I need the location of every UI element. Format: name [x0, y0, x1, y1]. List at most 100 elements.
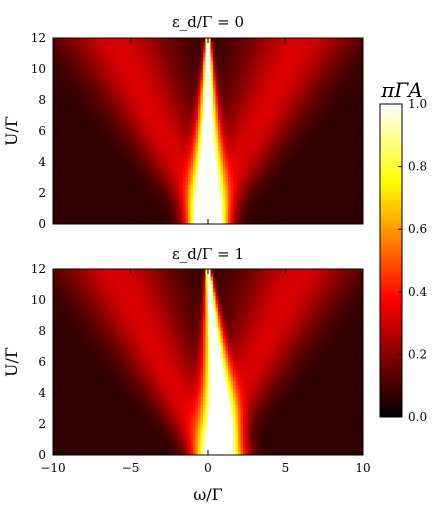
heat-cell: [200, 196, 204, 202]
heat-cell: [290, 193, 294, 198]
heat-cell: [183, 162, 186, 167]
heat-cell: [153, 154, 156, 159]
heat-cell: [168, 169, 171, 175]
heat-cell: [268, 154, 271, 159]
heat-cell: [253, 61, 256, 66]
heat-cell: [223, 208, 226, 213]
heat-cell: [180, 146, 184, 151]
heat-cell: [138, 146, 141, 151]
heat-cell: [143, 38, 146, 43]
heat-cell: [235, 123, 239, 128]
heat-cell: [85, 185, 89, 190]
heat-cell: [130, 189, 134, 194]
heat-cell: [120, 162, 124, 167]
heat-cell: [310, 162, 314, 167]
heat-cell: [190, 123, 194, 128]
heat-cell: [63, 72, 66, 78]
heat-cell: [60, 127, 64, 132]
heat-cell: [168, 41, 171, 47]
heat-cell: [245, 193, 249, 198]
heat-cell: [253, 103, 256, 109]
heat-cell: [68, 200, 71, 206]
heat-cell: [103, 57, 106, 62]
heat-cell: [200, 200, 204, 206]
heat-cell: [238, 216, 241, 221]
heat-cell: [118, 119, 121, 124]
heat-cell: [93, 185, 96, 190]
heat-cell: [55, 154, 59, 159]
heat-cell: [165, 45, 169, 51]
heat-cell: [173, 185, 176, 190]
heat-cell: [298, 204, 301, 209]
heat-cell: [258, 208, 261, 213]
heat-cell: [58, 53, 61, 58]
heat-cell: [120, 193, 124, 198]
heat-cell: [145, 69, 149, 74]
heat-cell: [100, 61, 104, 66]
heat-cell: [310, 53, 314, 58]
heat-cell: [195, 146, 199, 151]
heat-cell: [98, 119, 101, 124]
heat-cell: [120, 185, 124, 190]
heat-cell: [148, 103, 151, 109]
heat-cell: [275, 88, 279, 93]
heat-cell: [175, 173, 179, 178]
heat-cell: [200, 61, 204, 66]
heat-cell: [90, 134, 94, 140]
heat-cell: [303, 200, 306, 206]
heat-cell: [100, 208, 104, 213]
heat-cell: [130, 134, 134, 140]
heat-cell: [285, 69, 289, 74]
heat-cell: [105, 204, 109, 209]
heat-cell: [288, 208, 291, 213]
heat-cell: [298, 165, 301, 171]
heat-cell: [215, 107, 219, 113]
heat-cell: [238, 185, 241, 190]
heat-cell: [133, 177, 136, 182]
heat-cell: [115, 208, 119, 213]
heat-cell: [200, 131, 204, 136]
heat-cell: [275, 158, 279, 163]
heat-cell: [205, 41, 209, 47]
heat-cell: [145, 193, 149, 198]
heat-cell: [108, 127, 111, 132]
heat-cell: [155, 196, 159, 202]
heat-cell: [215, 154, 219, 159]
heat-cell: [58, 165, 61, 171]
heat-cell: [140, 162, 144, 167]
heat-cell: [105, 177, 109, 182]
heat-cell: [85, 169, 89, 175]
heat-cell: [208, 177, 211, 182]
heat-cell: [205, 185, 209, 190]
heat-cell: [190, 181, 194, 186]
heat-cell: [63, 111, 66, 116]
heat-cell: [273, 173, 276, 178]
heat-cell: [143, 123, 146, 128]
heat-cell: [293, 69, 296, 74]
heat-cell: [288, 57, 291, 62]
heat-cell: [238, 208, 241, 213]
heat-cell: [85, 212, 89, 217]
heat-cell: [228, 92, 231, 97]
heat-cell: [80, 173, 84, 178]
heat-cell: [173, 123, 176, 128]
heat-cell: [100, 185, 104, 190]
heat-cell: [180, 216, 184, 221]
heat-cell: [298, 38, 301, 43]
heat-cell: [185, 162, 189, 167]
heat-cell: [243, 196, 246, 202]
heat-cell: [233, 146, 236, 151]
heat-cell: [165, 204, 169, 209]
heat-cell: [160, 49, 164, 54]
heat-cell: [158, 142, 161, 147]
heat-cell: [243, 88, 246, 93]
heat-cell: [155, 204, 159, 209]
heat-cell: [63, 146, 66, 151]
heat-cell: [53, 115, 56, 120]
heat-cell: [58, 57, 61, 62]
heat-cell: [175, 196, 179, 202]
heat-cell: [125, 181, 129, 186]
heat-cell: [293, 142, 296, 147]
heat-cell: [235, 80, 239, 85]
heat-cell: [83, 103, 86, 109]
